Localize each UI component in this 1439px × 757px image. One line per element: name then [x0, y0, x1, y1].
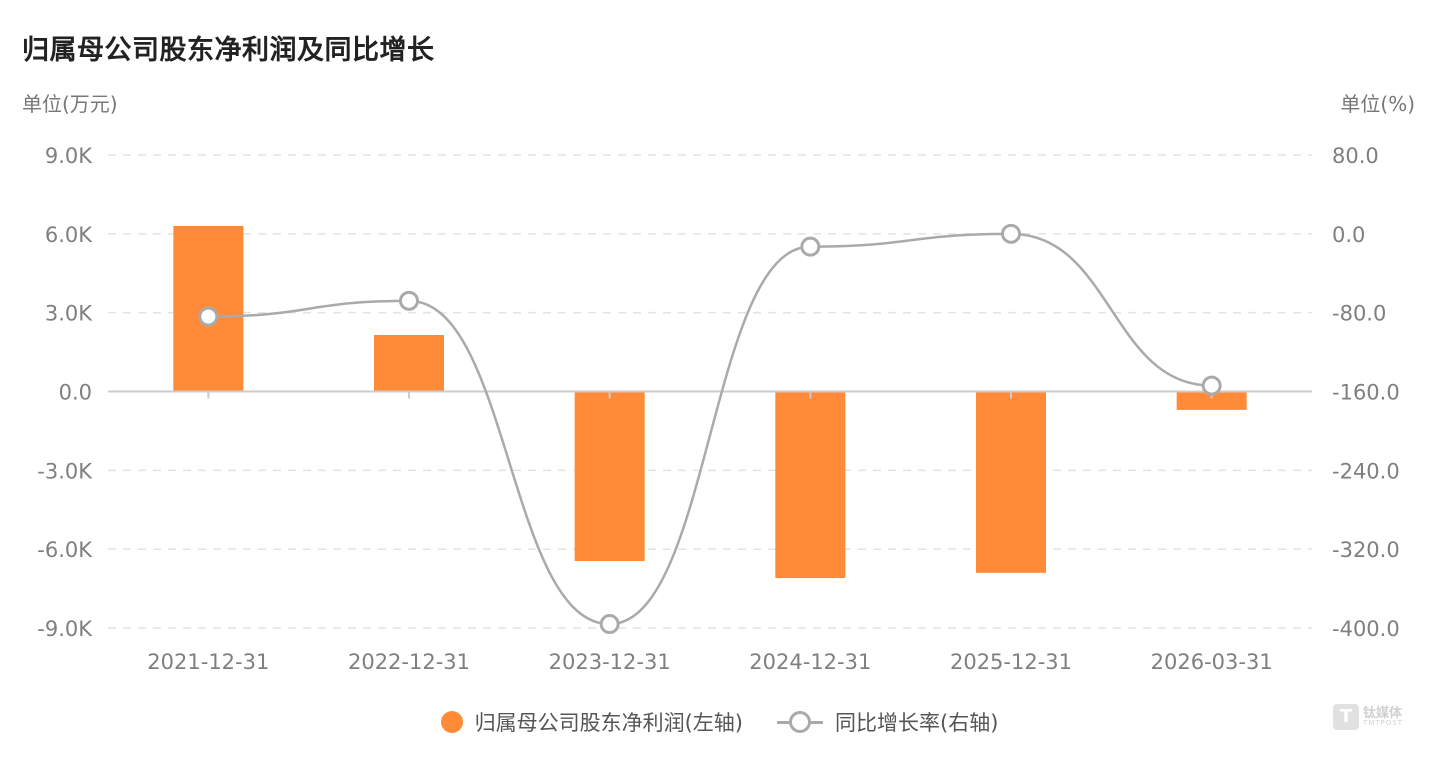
- legend: 归属母公司股东净利润(左轴) 同比增长率(右轴): [0, 702, 1439, 742]
- x-tick-label: 2022-12-31: [348, 650, 470, 674]
- right-axis-unit: 单位(%): [1340, 92, 1415, 116]
- growth-point: [1001, 223, 1021, 244]
- y-right-tick-label: -240.0: [1332, 459, 1400, 483]
- legend-label-net-profit: 归属母公司股东净利润(左轴): [474, 711, 743, 735]
- y-left-tick-label: 3.0K: [45, 302, 93, 326]
- growth-point: [399, 290, 419, 311]
- bar: [976, 391, 1046, 573]
- growth-line: [208, 232, 1212, 626]
- legend-line-swatch: [777, 711, 823, 733]
- growth-point: [198, 306, 219, 327]
- bar: [775, 391, 846, 579]
- legend-bar-swatch: [440, 711, 463, 733]
- growth-point: [1201, 375, 1222, 396]
- watermark-text: 钛媒体: [1362, 706, 1402, 721]
- x-tick-label: 2025-12-31: [950, 650, 1072, 674]
- y-left-tick-label: -6.0K: [37, 538, 93, 562]
- y-right-tick-label: 80.0: [1332, 144, 1379, 168]
- watermark-subtext: TMTPOST: [1362, 719, 1403, 727]
- y-right-tick-label: 0.0: [1332, 223, 1365, 247]
- x-tick-label: 2021-12-31: [147, 650, 269, 674]
- legend-label-yoy-growth: 同比增长率(右轴): [835, 711, 999, 735]
- y-left-tick-label: -9.0K: [37, 617, 93, 641]
- left-axis-unit: 单位(万元): [22, 92, 118, 116]
- watermark-logo: T 钛媒体 TMTPOST: [1332, 704, 1403, 730]
- y-left-tick-label: 9.0K: [45, 144, 93, 168]
- y-left-tick-label: 6.0K: [45, 223, 93, 247]
- y-right-tick-label: -400.0: [1332, 617, 1400, 641]
- x-tick-label: 2026-03-31: [1151, 650, 1273, 674]
- legend-item-yoy-growth[interactable]: 同比增长率(右轴): [777, 707, 998, 737]
- watermark-icon: T: [1332, 704, 1359, 730]
- y-right-tick-label: -160.0: [1332, 381, 1400, 405]
- y-left-tick-label: -3.0K: [37, 459, 93, 483]
- x-tick-label: 2023-12-31: [549, 650, 671, 674]
- legend-item-net-profit[interactable]: 归属母公司股东净利润(左轴): [440, 707, 743, 737]
- y-right-tick-label: -80.0: [1332, 302, 1386, 326]
- chart-title: 归属母公司股东净利润及同比增长: [22, 35, 435, 66]
- y-left-tick-label: 0.0: [59, 381, 92, 405]
- bar: [374, 335, 444, 392]
- bar: [574, 391, 645, 561]
- bar: [1176, 391, 1247, 410]
- growth-point: [599, 614, 620, 635]
- y-right-tick-label: -320.0: [1332, 538, 1400, 562]
- growth-point: [800, 236, 821, 257]
- x-tick-label: 2024-12-31: [749, 650, 871, 674]
